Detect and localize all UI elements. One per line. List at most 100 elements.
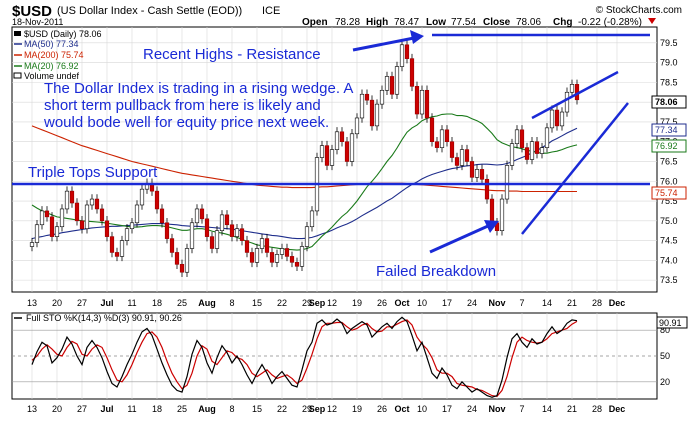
- price-x-tick-label: Aug: [198, 298, 216, 308]
- sto-tick-label: 80: [660, 325, 670, 335]
- breakdown-annotation: Failed Breakdown: [376, 263, 496, 280]
- resistance-annotation: Recent Highs - Resistance: [143, 46, 321, 63]
- candle: [544, 127, 550, 148]
- candle: [334, 131, 340, 150]
- candle: [64, 190, 70, 210]
- candle: [254, 248, 260, 263]
- candle: [84, 204, 90, 230]
- grid-layer: [12, 27, 657, 399]
- candle: [184, 248, 190, 273]
- legend-swatch-volume: [13, 72, 22, 79]
- ma20-line: [31, 113, 578, 251]
- sto-panel: [11, 312, 658, 400]
- candle: [374, 103, 380, 127]
- sto-x-tick-label: 27: [77, 404, 87, 414]
- price-x-tick-label: 10: [417, 298, 427, 308]
- candle: [339, 131, 345, 143]
- sto-tick-label: 50: [660, 351, 670, 361]
- ma50-badge-text: 77.34: [655, 125, 678, 135]
- price-x-tick-label: 12: [327, 298, 337, 308]
- candle: [284, 248, 290, 257]
- candle: [394, 66, 400, 95]
- price-tick-label: 79.5: [660, 38, 678, 48]
- price-x-tick-label: 17: [442, 298, 452, 308]
- sto-x-tick-label: Aug: [198, 404, 216, 414]
- ma20-badge: [651, 139, 687, 153]
- candle: [209, 236, 215, 249]
- price-tick-label: 75.5: [660, 196, 678, 206]
- candle: [359, 93, 365, 119]
- source-credit: © StockCharts.com: [596, 5, 682, 16]
- price-tick-label: 74.5: [660, 236, 678, 246]
- high-value: 78.47: [394, 17, 419, 28]
- price-x-tick-label: 14: [542, 298, 552, 308]
- sto-x-tick-label: 17: [442, 404, 452, 414]
- candle: [539, 147, 545, 154]
- candle: [39, 210, 45, 226]
- sto-x-tick-label: 12: [327, 404, 337, 414]
- price-x-tick-label: 13: [27, 298, 37, 308]
- wedge-upper-line: [531, 70, 619, 120]
- candle: [514, 129, 520, 144]
- ma200-badge: [651, 186, 687, 200]
- candle: [459, 149, 465, 166]
- candle: [194, 208, 200, 224]
- sto-x-tick-label: Oct: [394, 404, 409, 414]
- candle: [299, 246, 305, 267]
- sto-label: Full STO %K(14,3) %D(3) 90.91, 90.26: [26, 313, 182, 323]
- candle: [474, 169, 480, 178]
- symbol-label: $USD: [12, 3, 52, 20]
- ma20-badge-text: 76.92: [655, 141, 678, 151]
- candle: [454, 157, 460, 166]
- price-x-tick-label: 22: [277, 298, 287, 308]
- candle: [69, 190, 75, 204]
- candle: [379, 89, 385, 105]
- price-x-tick-label: 18: [152, 298, 162, 308]
- price-x-tick-label: 28: [592, 298, 602, 308]
- down-arrow-icon: [648, 18, 656, 24]
- legend-item-volume: Volume undef: [24, 71, 80, 81]
- candle: [569, 84, 575, 93]
- sto-x-tick-label: Sep: [309, 404, 326, 414]
- candle: [249, 252, 255, 263]
- low-label: Low: [426, 17, 446, 28]
- candle: [319, 145, 325, 158]
- candle: [34, 224, 40, 243]
- sto-x-tick-label: 15: [252, 404, 262, 414]
- candle: [259, 238, 265, 249]
- sto-x-tick-label: 29: [302, 404, 312, 414]
- price-x-tick-label: Dec: [609, 298, 626, 308]
- candle: [134, 204, 140, 224]
- candle: [499, 198, 505, 231]
- candle: [554, 109, 560, 127]
- candle: [489, 198, 495, 224]
- price-x-tick-label: Oct: [394, 298, 409, 308]
- candle: [94, 198, 100, 210]
- candle: [384, 76, 390, 91]
- legend-item-ma50: MA(50) 77.34: [24, 39, 79, 49]
- candle: [114, 252, 120, 257]
- candle: [274, 254, 280, 263]
- sto-x-tick-label: Dec: [609, 404, 626, 414]
- candle: [414, 86, 420, 115]
- sto-x-tick-label: Nov: [488, 404, 505, 414]
- candle: [189, 222, 195, 249]
- sto-x-tick-label: 20: [52, 404, 62, 414]
- candle: [119, 240, 125, 257]
- price-tick-label: 73.5: [660, 275, 678, 285]
- candle: [169, 238, 175, 253]
- legend-swatch-price: [14, 31, 21, 36]
- candle: [269, 252, 275, 263]
- price-x-tick-label: 21: [567, 298, 577, 308]
- candle: [304, 226, 310, 247]
- wedge-lower-line: [521, 102, 629, 235]
- candle: [164, 222, 170, 239]
- legend-item-ma200: MA(200) 75.74: [24, 50, 84, 60]
- candle: [324, 145, 330, 166]
- close-value: 78.06: [516, 17, 541, 28]
- sto-x-tick-label: 19: [352, 404, 362, 414]
- candle: [409, 58, 415, 87]
- open-value: 78.28: [335, 17, 360, 28]
- candle: [389, 76, 395, 95]
